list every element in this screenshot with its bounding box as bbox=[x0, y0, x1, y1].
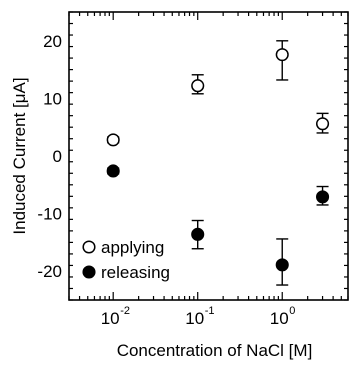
series-applying bbox=[106, 40, 330, 147]
data-point bbox=[106, 164, 120, 178]
legend-label: applying bbox=[101, 238, 164, 257]
error-bar bbox=[276, 238, 289, 286]
legend-marker bbox=[82, 265, 96, 279]
x-tick-label: 10 0 bbox=[270, 305, 296, 328]
x-axis-label: Concentration of NaCl [M] bbox=[117, 341, 313, 360]
legend-marker bbox=[82, 240, 96, 254]
y-tick-label: 0 bbox=[53, 147, 62, 166]
y-tick-label: -10 bbox=[37, 205, 62, 224]
data-point bbox=[106, 133, 120, 147]
legend: applying releasing bbox=[82, 238, 170, 282]
error-bar bbox=[276, 40, 289, 81]
y-tick-label: 10 bbox=[43, 89, 62, 108]
x-tick-base: 10 bbox=[185, 309, 204, 328]
series-releasing bbox=[106, 164, 330, 286]
error-bar bbox=[316, 112, 329, 134]
legend-label: releasing bbox=[101, 263, 170, 282]
x-tick-base: 10 bbox=[270, 309, 289, 328]
x-tick-exponent: 0 bbox=[289, 305, 295, 317]
plot-frame bbox=[68, 11, 349, 301]
x-tick-exponent: -2 bbox=[120, 305, 130, 317]
data-layer bbox=[106, 40, 330, 286]
y-tick-label: -20 bbox=[37, 262, 62, 281]
data-point bbox=[316, 190, 330, 204]
data-point bbox=[316, 117, 330, 131]
data-point bbox=[275, 258, 289, 272]
x-tick-label: 10 -1 bbox=[185, 305, 214, 328]
data-point bbox=[191, 79, 205, 93]
data-point bbox=[191, 227, 205, 241]
x-tick-exponent: -1 bbox=[205, 305, 215, 317]
x-tick-base: 10 bbox=[101, 309, 120, 328]
x-tick-label: 10 -2 bbox=[101, 305, 130, 328]
y-tick-label: 20 bbox=[43, 32, 62, 51]
data-point bbox=[275, 48, 289, 62]
error-bar bbox=[191, 219, 204, 250]
y-axis-label: Induced Current [μA] bbox=[10, 77, 29, 234]
